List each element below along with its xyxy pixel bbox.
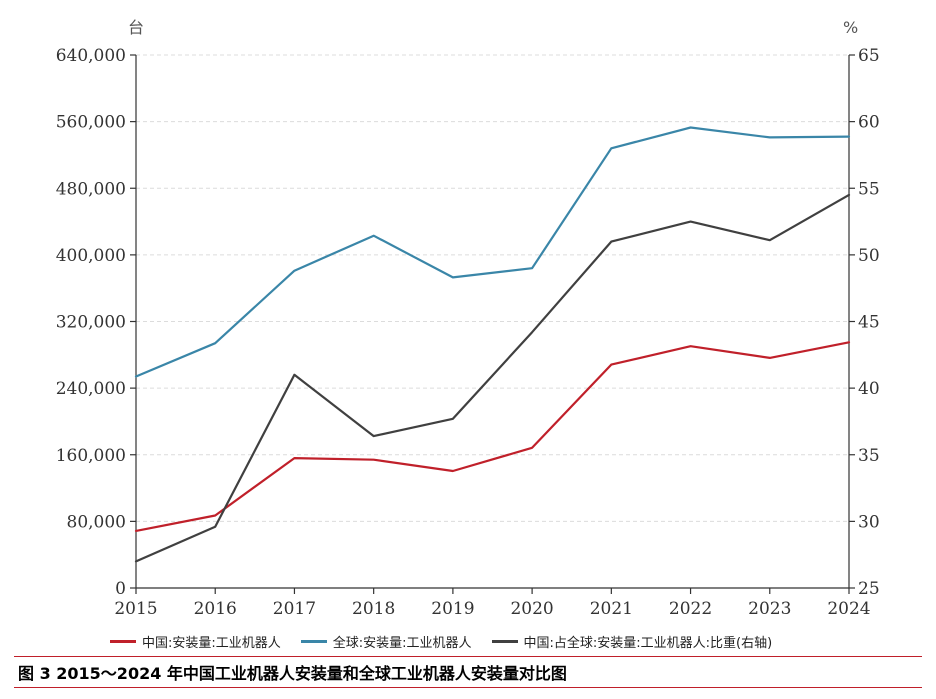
legend-item-global-installs: 全球:安装量:工业机器人 bbox=[300, 632, 472, 651]
legend-swatch-china-installs bbox=[110, 640, 136, 643]
left-axis-tick-label: 0 bbox=[115, 579, 126, 599]
legend-swatch-china-share bbox=[491, 640, 518, 643]
left-axis-tick-label: 400,000 bbox=[56, 246, 126, 266]
series-line-0 bbox=[134, 341, 851, 533]
legend: 中国:安装量:工业机器人 全球:安装量:工业机器人 中国:占全球:安装量:工业机… bbox=[110, 632, 772, 651]
gridlines bbox=[136, 54, 849, 522]
figure-caption-box: 图 3 2015～2024 年中国工业机器人安装量和全球工业机器人安装量对比图 bbox=[14, 656, 922, 688]
left-axis-tick-label: 640,000 bbox=[56, 46, 126, 66]
line-chart: 台 % 0 25 80,000 30 160,000 35 240,000 40 320,000… bbox=[56, 18, 880, 619]
series-line-2 bbox=[134, 193, 851, 563]
right-axis-tick-label: 30 bbox=[858, 512, 880, 532]
x-axis-tick-label: 2015 bbox=[114, 599, 157, 619]
right-axis-tick-label: 45 bbox=[858, 313, 880, 333]
axes bbox=[130, 54, 855, 594]
left-axis-tick-label: 80,000 bbox=[67, 512, 126, 532]
legend-label-china-share: 中国:占全球:安装量:工业机器人:比重(右轴) bbox=[523, 636, 773, 651]
x-axis-tick-label: 2020 bbox=[510, 599, 553, 619]
x-axis-tick-label: 2018 bbox=[352, 599, 395, 619]
legend-label-global-installs: 全球:安装量:工业机器人 bbox=[332, 636, 472, 651]
x-axis-tick-label: 2022 bbox=[669, 599, 712, 619]
x-axis-tick-label: 2024 bbox=[827, 599, 870, 619]
left-axis-tick-label: 480,000 bbox=[56, 179, 126, 199]
right-axis-unit: % bbox=[843, 18, 858, 37]
figure-caption: 图 3 2015～2024 年中国工业机器人安装量和全球工业机器人安装量对比图 bbox=[18, 664, 567, 683]
x-axis-tick-label: 2021 bbox=[590, 599, 633, 619]
series-lines bbox=[134, 126, 851, 563]
left-axis-tick-label: 320,000 bbox=[56, 313, 126, 333]
legend-item-china-share: 中国:占全球:安装量:工业机器人:比重(右轴) bbox=[491, 632, 773, 651]
left-axis-unit: 台 bbox=[128, 18, 144, 37]
legend-label-china-installs: 中国:安装量:工业机器人 bbox=[142, 636, 281, 651]
right-axis-tick-label: 60 bbox=[858, 113, 880, 133]
right-axis-tick-label: 50 bbox=[858, 246, 880, 266]
x-axis-tick-label: 2023 bbox=[748, 599, 791, 619]
left-axis-tick-label: 160,000 bbox=[56, 446, 126, 466]
right-axis-tick-label: 65 bbox=[858, 46, 880, 66]
series-line-1 bbox=[134, 126, 851, 378]
left-axis-tick-label: 560,000 bbox=[56, 113, 126, 133]
right-axis-tick-label: 55 bbox=[858, 179, 880, 199]
x-axis-tick-label: 2019 bbox=[431, 599, 474, 619]
right-axis-tick-label: 35 bbox=[858, 446, 880, 466]
x-axis-tick-label: 2016 bbox=[194, 599, 237, 619]
tick-labels: 0 25 80,000 30 160,000 35 240,000 40 320,000 45 40… bbox=[56, 46, 880, 619]
x-axis-tick-label: 2017 bbox=[273, 599, 316, 619]
legend-item-china-installs: 中国:安装量:工业机器人 bbox=[110, 632, 281, 651]
right-axis-tick-label: 40 bbox=[858, 379, 880, 399]
left-axis-tick-label: 240,000 bbox=[56, 379, 126, 399]
right-axis-tick-label: 25 bbox=[858, 579, 880, 599]
legend-swatch-global-installs bbox=[300, 640, 327, 643]
